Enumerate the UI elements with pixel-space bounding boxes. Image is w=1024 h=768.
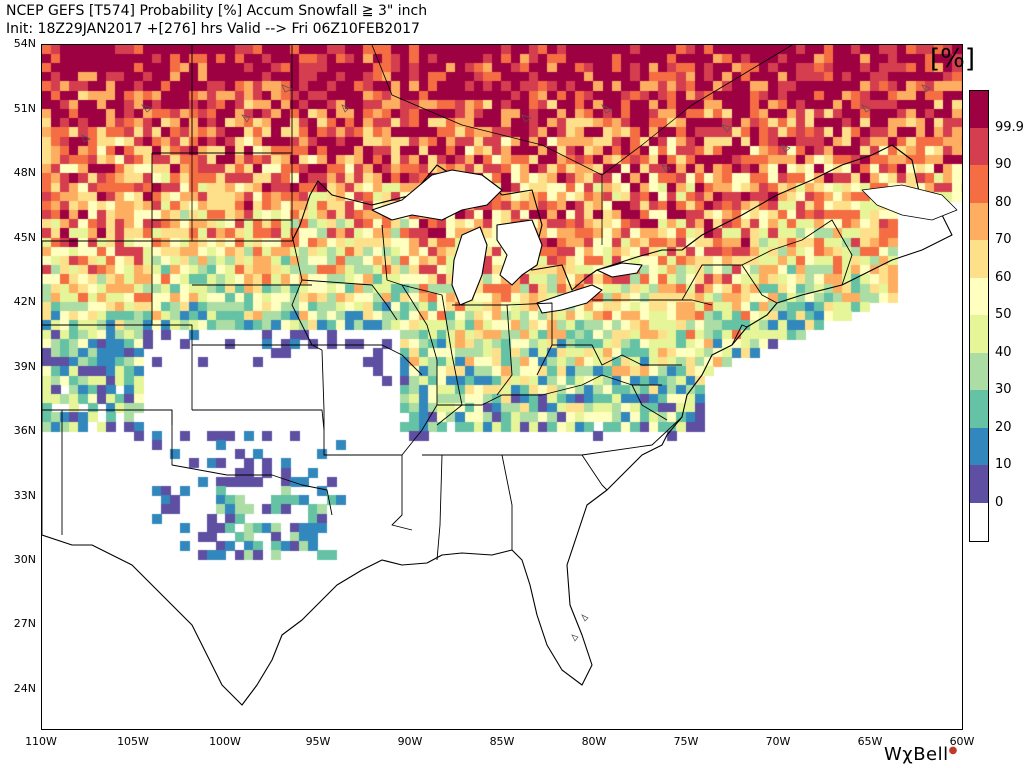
colorbar-swatch-20 [970, 390, 988, 428]
colorbar-label-90: 90 [995, 157, 1012, 172]
lat-label-27n: 27N [13, 617, 36, 630]
lon-label-105w: 105W [117, 735, 149, 748]
map-boundaries [42, 45, 958, 706]
lake-huron [496, 219, 543, 286]
lat-label-48n: 48N [13, 166, 36, 179]
colorbar-swatch-99-9 [970, 91, 988, 128]
probability-grid [42, 45, 962, 729]
map-panel[interactable] [41, 44, 963, 730]
colorbar-swatch-70 [970, 203, 988, 240]
unit-label: [%] [930, 44, 975, 74]
colorbar-label-10: 10 [995, 457, 1012, 472]
colorbar-label-40: 40 [995, 345, 1012, 360]
lon-label-75w: 75W [673, 735, 699, 748]
lon-label-80w: 80W [581, 735, 607, 748]
map-title: NCEP GEFS [T574] Probability [%] Accum S… [6, 3, 428, 19]
colorbar-swatch-0 [970, 465, 988, 503]
lat-label-30n: 30N [13, 553, 36, 566]
colorbar-label-80: 80 [995, 195, 1012, 210]
lake-ontario [596, 262, 643, 278]
lon-label-90w: 90W [397, 735, 423, 748]
east-coast [42, 144, 953, 706]
lat-label-36n: 36N [13, 424, 36, 437]
map-subtitle: Init: 18Z29JAN2017 +[276] hrs Valid --> … [6, 21, 420, 37]
gulf-st-lawrence [861, 184, 958, 221]
colorbar-label-70: 70 [995, 232, 1012, 247]
colorbar-label-0: 0 [995, 495, 1004, 510]
lon-label-100w: 100W [209, 735, 241, 748]
colorbar-swatch-80 [970, 165, 988, 203]
colorbar-label-30: 30 [995, 382, 1012, 397]
colorbar-label-99-9: 99.9 [995, 120, 1024, 135]
colorbar-label-20: 20 [995, 420, 1012, 435]
lat-label-45n: 45N [13, 231, 36, 244]
colorbar-swatch-40 [970, 315, 988, 353]
lat-label-39n: 39N [13, 360, 36, 373]
colorbar-swatch-90 [970, 128, 988, 165]
logo-dot-icon: ● [948, 745, 958, 756]
colorbar-label-60: 60 [995, 270, 1012, 285]
colorbar-swatch-60 [970, 240, 988, 278]
lat-label-42n: 42N [13, 295, 36, 308]
lon-label-110w: 110W [25, 735, 57, 748]
colorbar-swatch-30 [970, 353, 988, 390]
logo-text: WχBell [884, 744, 949, 765]
wxbell-logo: WχBell● [884, 744, 958, 765]
colorbar [969, 90, 989, 542]
colorbar-swatch-50 [970, 278, 988, 315]
lake-superior [371, 169, 503, 221]
colorbar-swatch-none [970, 503, 988, 541]
lat-label-51n: 51N [13, 102, 36, 115]
lat-label-54n: 54N [13, 37, 36, 50]
lake-michigan [451, 226, 488, 306]
lon-label-70w: 70W [765, 735, 791, 748]
colorbar-swatch-10 [970, 428, 988, 465]
lat-label-33n: 33N [13, 489, 36, 502]
lon-label-85w: 85W [489, 735, 515, 748]
lat-label-24n: 24N [13, 682, 36, 695]
lon-label-60w: 60W [949, 735, 975, 748]
lake-erie [536, 284, 603, 314]
colorbar-label-50: 50 [995, 307, 1012, 322]
lon-label-65w: 65W [857, 735, 883, 748]
lon-label-95w: 95W [305, 735, 331, 748]
